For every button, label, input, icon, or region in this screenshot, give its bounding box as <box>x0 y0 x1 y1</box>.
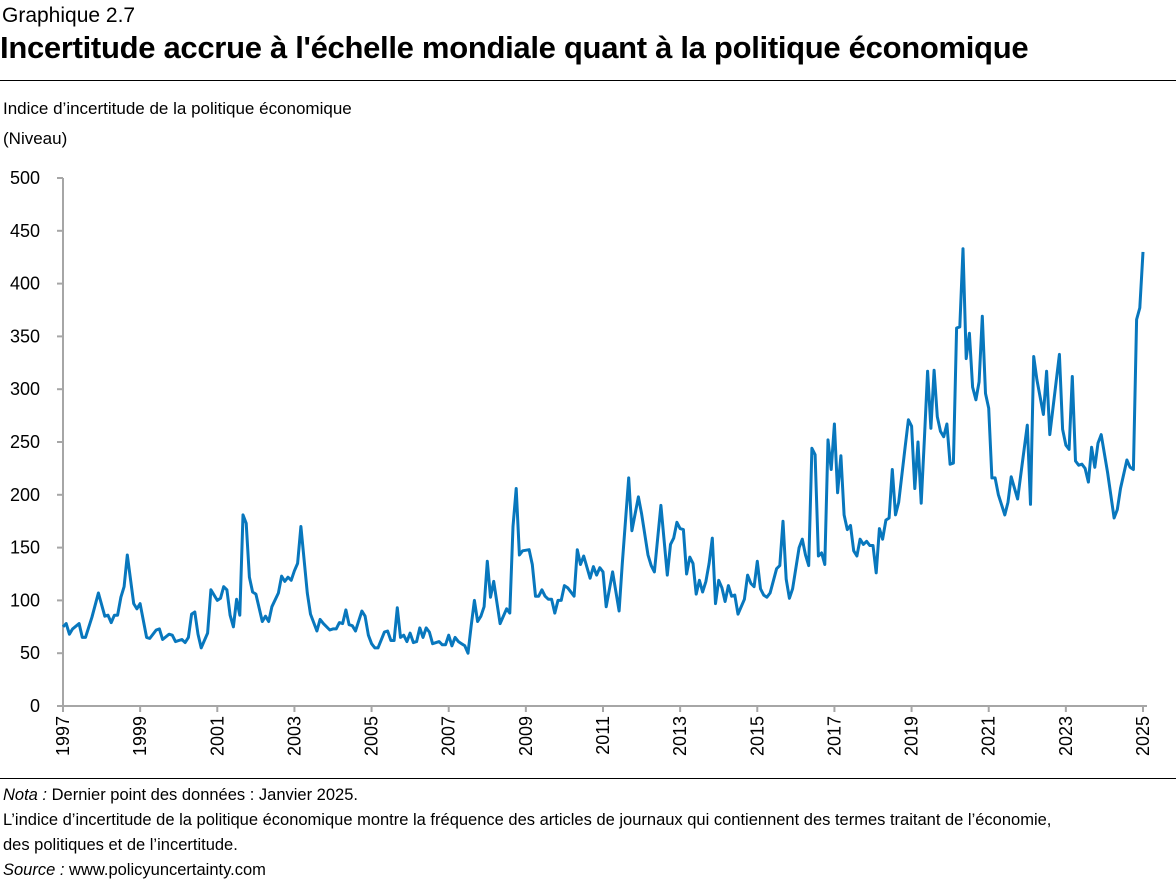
y-tick-label: 200 <box>10 485 40 505</box>
x-tick-label: 2003 <box>284 716 304 756</box>
x-tick-label: 1997 <box>53 716 73 756</box>
y-tick-label: 350 <box>10 326 40 346</box>
x-axis: 1997 1999 2001 2003 2005 2007 2009 2011 2013 2015… <box>53 705 1153 756</box>
y-tick-label: 150 <box>10 538 40 558</box>
nota-label: Nota : <box>3 786 48 804</box>
source-text: www.policyuncertainty.com <box>64 861 266 879</box>
nota-text: Dernier point des données : Janvier 2025… <box>47 786 358 804</box>
x-tick-label: 2007 <box>439 716 459 756</box>
y-axis-unit: (Niveau) <box>3 129 68 148</box>
x-tick-label: 2023 <box>1056 716 1076 756</box>
note-line-3: des politiques et de l’incertitude. <box>3 836 238 854</box>
source-label: Source : <box>3 861 65 879</box>
x-tick-label: 2025 <box>1133 716 1153 756</box>
chart-number: Graphique 2.7 <box>2 4 136 27</box>
title-divider <box>0 80 1176 81</box>
source-line: Source : www.policyuncertainty.com <box>3 861 266 880</box>
y-tick-label: 300 <box>10 379 40 399</box>
y-tick-label: 400 <box>10 274 40 294</box>
chart-title: Incertitude accrue à l'échelle mondiale … <box>0 30 1029 65</box>
x-tick-label: 2011 <box>593 716 613 755</box>
nota-line: Nota : Dernier point des données : Janvi… <box>3 786 358 805</box>
x-tick-label: 2015 <box>747 716 767 756</box>
y-tick-label: 0 <box>30 696 40 716</box>
note-line-2: L’indice d’incertitude de la politique é… <box>3 811 1052 829</box>
y-tick-label: 250 <box>10 432 40 452</box>
y-axis: 0 50 100 150 200 250 300 350 400 450 500 <box>10 168 64 716</box>
x-tick-label: 2019 <box>902 716 922 756</box>
y-tick-label: 450 <box>10 221 40 241</box>
footer-divider <box>0 778 1176 779</box>
x-tick-label: 2005 <box>362 716 382 756</box>
x-tick-label: 2017 <box>824 716 844 756</box>
x-tick-label: 2001 <box>207 716 227 756</box>
x-tick-label: 2021 <box>979 716 999 756</box>
x-tick-label: 2009 <box>516 716 536 756</box>
y-tick-label: 100 <box>10 590 40 610</box>
x-tick-label: 1999 <box>130 716 150 756</box>
y-axis-title: Indice d’incertitude de la politique éco… <box>3 99 352 118</box>
series-line <box>61 247 1145 655</box>
y-tick-label: 50 <box>20 643 40 663</box>
x-tick-label: 2013 <box>670 716 690 756</box>
y-tick-label: 500 <box>10 168 40 188</box>
